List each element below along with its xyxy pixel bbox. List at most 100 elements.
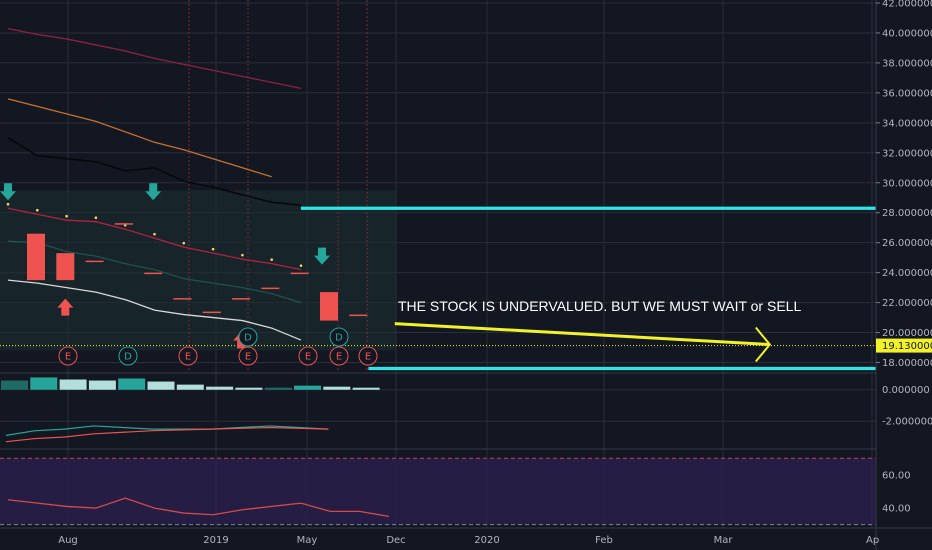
price-tick-label: 22.000000 [882,298,932,309]
signal-down-arrow-icon [314,247,330,265]
ma-dot [36,208,39,212]
arrow-line [394,322,770,347]
signal-down-arrow-icon [0,183,16,201]
price-tick-label: 20.000000 [882,328,932,339]
price-tick-label: 32.000000 [882,148,932,159]
ma-dot [153,232,156,236]
event-marker [329,327,349,347]
ma-line [7,279,302,341]
event-marker [118,346,138,366]
event-marker-label: D [124,352,132,363]
event-marker-label: D [244,333,252,344]
ma-dot [6,202,10,206]
ma-line [7,137,302,206]
histogram-pane [1,377,380,390]
candle [85,260,104,263]
histogram-bar [176,384,204,390]
ma-dot [65,214,68,218]
histogram-bar [118,378,146,390]
ma-dot [299,264,303,267]
ma-line [7,27,302,90]
date-tick-label: May [297,535,318,546]
histogram-bar [147,381,175,390]
price-tick-label: 36.000000 [882,88,932,99]
event-marker [238,346,258,366]
annotation-text: THE STOCK IS UNDERVALUED. BUT WE MUST WA… [398,298,801,314]
candle [290,272,309,275]
candle [349,314,368,317]
event-marker [298,346,318,366]
macd-line [5,426,329,443]
date-tick-label: 2020 [474,535,499,546]
event-marker [238,327,258,347]
histogram-bar [30,377,58,390]
event-marker-label: E [65,352,71,363]
candle [27,233,45,281]
histogram-bar [59,379,87,390]
candle [202,311,221,314]
candle [114,223,133,225]
price-tick-label: 24.000000 [882,268,932,279]
date-tick-label: Ap [866,535,879,546]
price-tick-label: 26.000000 [882,238,932,249]
current-price-label: 19.130000 [882,341,932,352]
event-marker [329,346,349,366]
date-tick-label: Dec [386,535,405,546]
rsi-line [7,497,390,518]
rsi-tick-label: 60.00 [882,470,911,481]
candle [144,272,163,275]
histogram-bar [264,387,292,390]
price-tick-label: 38.000000 [882,58,932,69]
candle [232,298,251,300]
candle [56,253,75,281]
ma-dot [182,241,186,245]
ma-dot [94,216,98,220]
candle [261,287,280,290]
price-tick-label: 34.000000 [882,118,932,129]
ma-dot [211,247,215,251]
histogram-bar [294,385,321,390]
event-marker [178,346,198,366]
macd-line [5,425,329,436]
event-marker-label: E [185,352,191,363]
histogram-bar [235,387,263,390]
price-axis-bg [876,0,932,528]
histogram-bar [352,387,380,390]
signal-up-arrow-icon [57,298,74,316]
ma-dot [241,253,244,257]
rsi-pane [0,457,876,526]
candle [320,292,338,321]
candle [173,298,192,300]
macd-tick-label: -2.000000 [882,417,932,428]
date-tick-label: Feb [595,535,613,546]
price-tick-label: 42.000000 [882,0,932,9]
ma-dot [270,258,274,261]
histogram-bar [88,380,116,390]
event-marker-label: D [335,333,343,344]
price-tick-label: 30.000000 [882,178,932,189]
date-tick-label: Aug [58,535,78,546]
event-marker [358,346,378,366]
ma-line [7,98,272,178]
grid [0,0,932,528]
event-marker [58,346,78,366]
date-tick-label: 2019 [203,535,228,546]
price-tick-label: 40.000000 [882,28,932,39]
price-tick-label: 28.000000 [882,208,932,219]
event-marker-label: E [365,352,371,363]
histogram-bar [206,386,234,390]
histogram-bar [323,386,351,390]
event-marker-label: E [336,352,342,363]
current-price-badge [876,338,932,353]
macd-tick-label: 0.000000 [882,385,930,396]
macd-pane [5,425,329,443]
rsi-band [0,458,876,525]
rsi-tick-label: 40.00 [882,504,911,515]
histogram-bar [1,380,28,390]
date-tick-label: Mar [714,535,734,546]
event-marker-label: E [305,352,311,363]
ma-line [7,240,302,304]
ma-line [7,207,302,271]
